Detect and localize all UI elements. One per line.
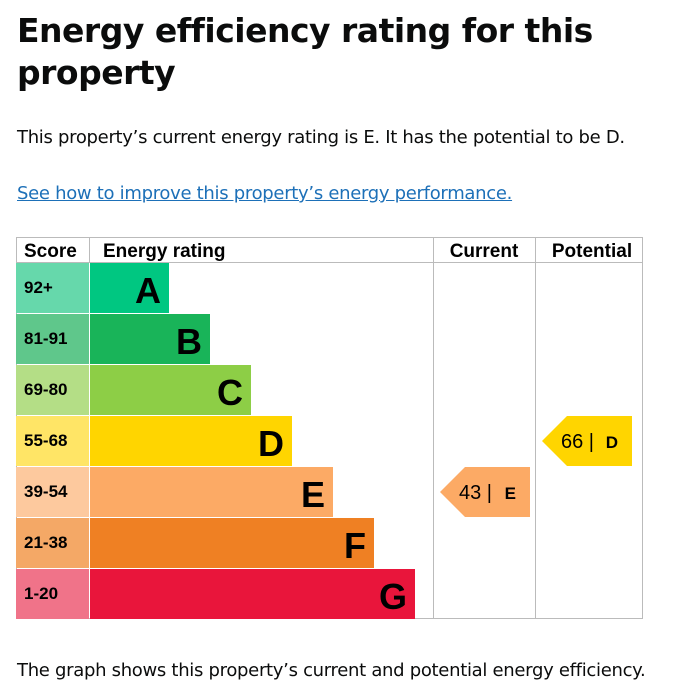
score-label-e: 39-54 (24, 482, 68, 501)
rating-letter-c: C (217, 372, 243, 413)
potential-rating-arrow (542, 416, 632, 466)
score-label-g: 1-20 (24, 584, 58, 603)
rating-letter-a: A (135, 270, 161, 311)
rating-bar-a (90, 263, 169, 313)
score-cell-a (16, 263, 89, 313)
current-score: 43 | (459, 482, 492, 504)
current-rating-arrow (440, 467, 530, 517)
footer-text: The graph shows this property’s current … (17, 660, 646, 681)
rating-bar-c (90, 365, 251, 415)
current-letter: E (505, 484, 516, 503)
score-label-b: 81-91 (24, 329, 67, 348)
rating-bar-f (90, 518, 374, 568)
intro-text: This property’s current energy rating is… (17, 127, 625, 148)
header-score: Score (24, 241, 77, 262)
score-cell-e (16, 467, 89, 517)
score-cell-b (16, 314, 89, 364)
header-current: Current (450, 241, 519, 262)
rating-letter-d: D (258, 423, 284, 464)
score-cell-c (16, 365, 89, 415)
score-label-d: 55-68 (24, 431, 67, 450)
improve-link[interactable]: See how to improve this property’s energ… (17, 183, 513, 204)
score-label-a: 92+ (24, 278, 53, 297)
rating-bar-e (90, 467, 333, 517)
rating-bar-d (90, 416, 292, 466)
score-cell-f (16, 518, 89, 568)
rating-letter-b: B (176, 321, 202, 362)
rating-letter-f: F (344, 525, 366, 566)
header-energy-rating: Energy rating (103, 241, 225, 262)
potential-letter: D (606, 433, 618, 452)
rating-letter-g: G (379, 576, 407, 617)
score-label-f: 21-38 (24, 533, 67, 552)
rating-letter-e: E (301, 474, 325, 515)
score-label-c: 69-80 (24, 380, 67, 399)
rating-bar-b (90, 314, 210, 364)
score-cell-g (16, 569, 89, 619)
page-title: Energy efficiency rating for this proper… (17, 11, 593, 92)
header-potential: Potential (552, 241, 632, 262)
score-cell-d (16, 416, 89, 466)
rating-bar-g (90, 569, 415, 619)
potential-score: 66 | (561, 431, 594, 453)
